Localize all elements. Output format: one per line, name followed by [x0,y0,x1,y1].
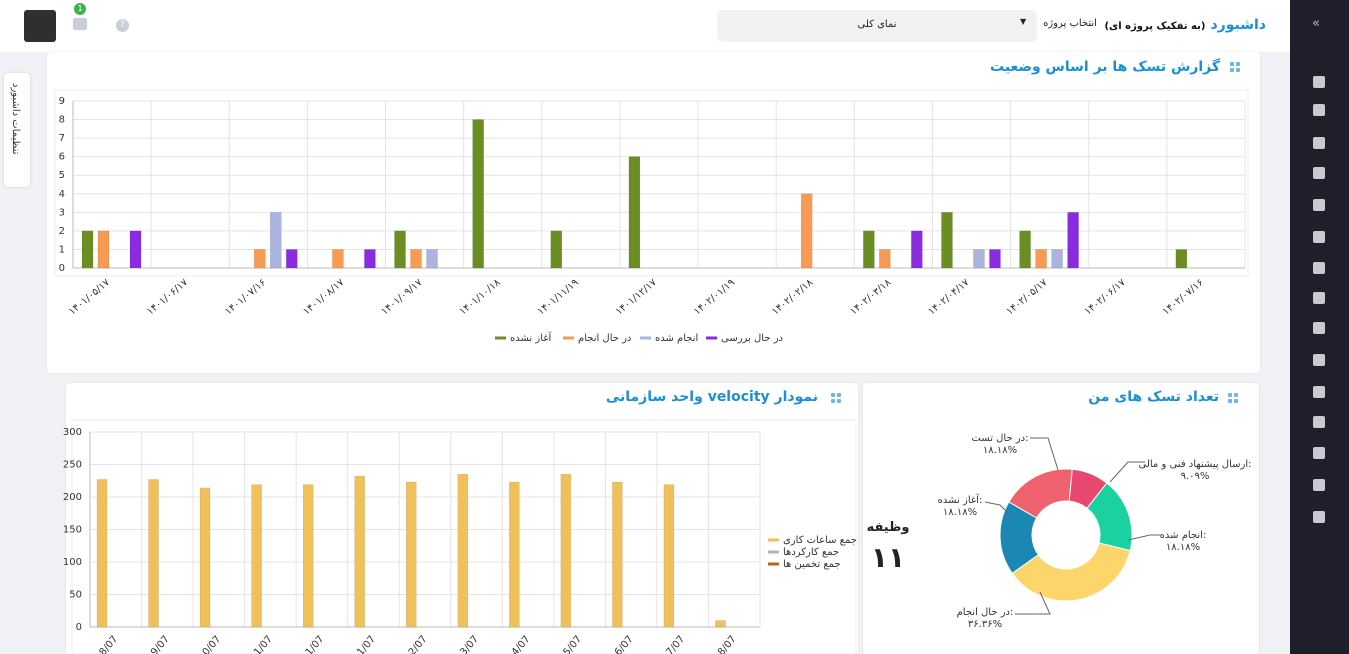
settings-tab-label: تنظیمات داشبورد [10,83,21,155]
card-icon [1230,62,1240,72]
nav-icon[interactable] [1313,386,1325,398]
nav-icon[interactable] [1313,262,1325,274]
project-select[interactable]: نمای کلی ▼ [717,10,1037,42]
settings-tab[interactable]: تنظیمات داشبورد [4,73,30,187]
status-card: گزارش تسک ها بر اساس وضعیت [47,52,1260,373]
nav-icon[interactable] [1313,104,1325,116]
header-title: داشبورد [1210,17,1267,33]
help-icon[interactable]: ? [116,19,129,32]
collapse-button[interactable]: « [1312,16,1320,31]
project-select-value: نمای کلی [857,19,897,30]
card-title: نمودار velocity واحد سازمانی [605,389,818,405]
donut-total: ۱۱ [870,541,906,574]
messages-icon[interactable] [73,18,87,30]
project-label: انتخاب پروژه [1043,18,1097,29]
tasks-card: تعداد تسک های من وظیفه ۱۱ [863,383,1259,654]
nav-icon[interactable] [1313,292,1325,304]
nav-icon[interactable] [1313,447,1325,459]
nav-icon[interactable] [1313,416,1325,428]
nav-icon[interactable] [1313,199,1325,211]
card-title: گزارش تسک ها بر اساس وضعیت [990,59,1220,75]
velocity-card: نمودار velocity واحد سازمانی [66,383,858,654]
card-icon [1228,393,1238,403]
side-nav: « [1290,0,1349,654]
top-bar [0,0,1290,52]
select-caret: ▼ [1020,17,1027,26]
card-icon [831,393,841,403]
nav-icon[interactable] [1313,479,1325,491]
nav-icon[interactable] [1313,76,1325,88]
nav-icon[interactable] [1313,137,1325,149]
nav-icon[interactable] [1313,231,1325,243]
donut-center-label: وظیفه [866,520,910,535]
nav-icon[interactable] [1313,511,1325,523]
header-title-group: داشبورد (به تفکیک پروژه ای) [1104,14,1267,33]
notification-badge: 1 [74,3,86,15]
nav-icon[interactable] [1313,354,1325,366]
card-title: تعداد تسک های من [1088,389,1219,405]
avatar[interactable] [24,10,56,42]
header-subtitle: (به تفکیک پروژه ای) [1104,21,1206,32]
nav-icon[interactable] [1313,167,1325,179]
nav-icon[interactable] [1313,322,1325,334]
